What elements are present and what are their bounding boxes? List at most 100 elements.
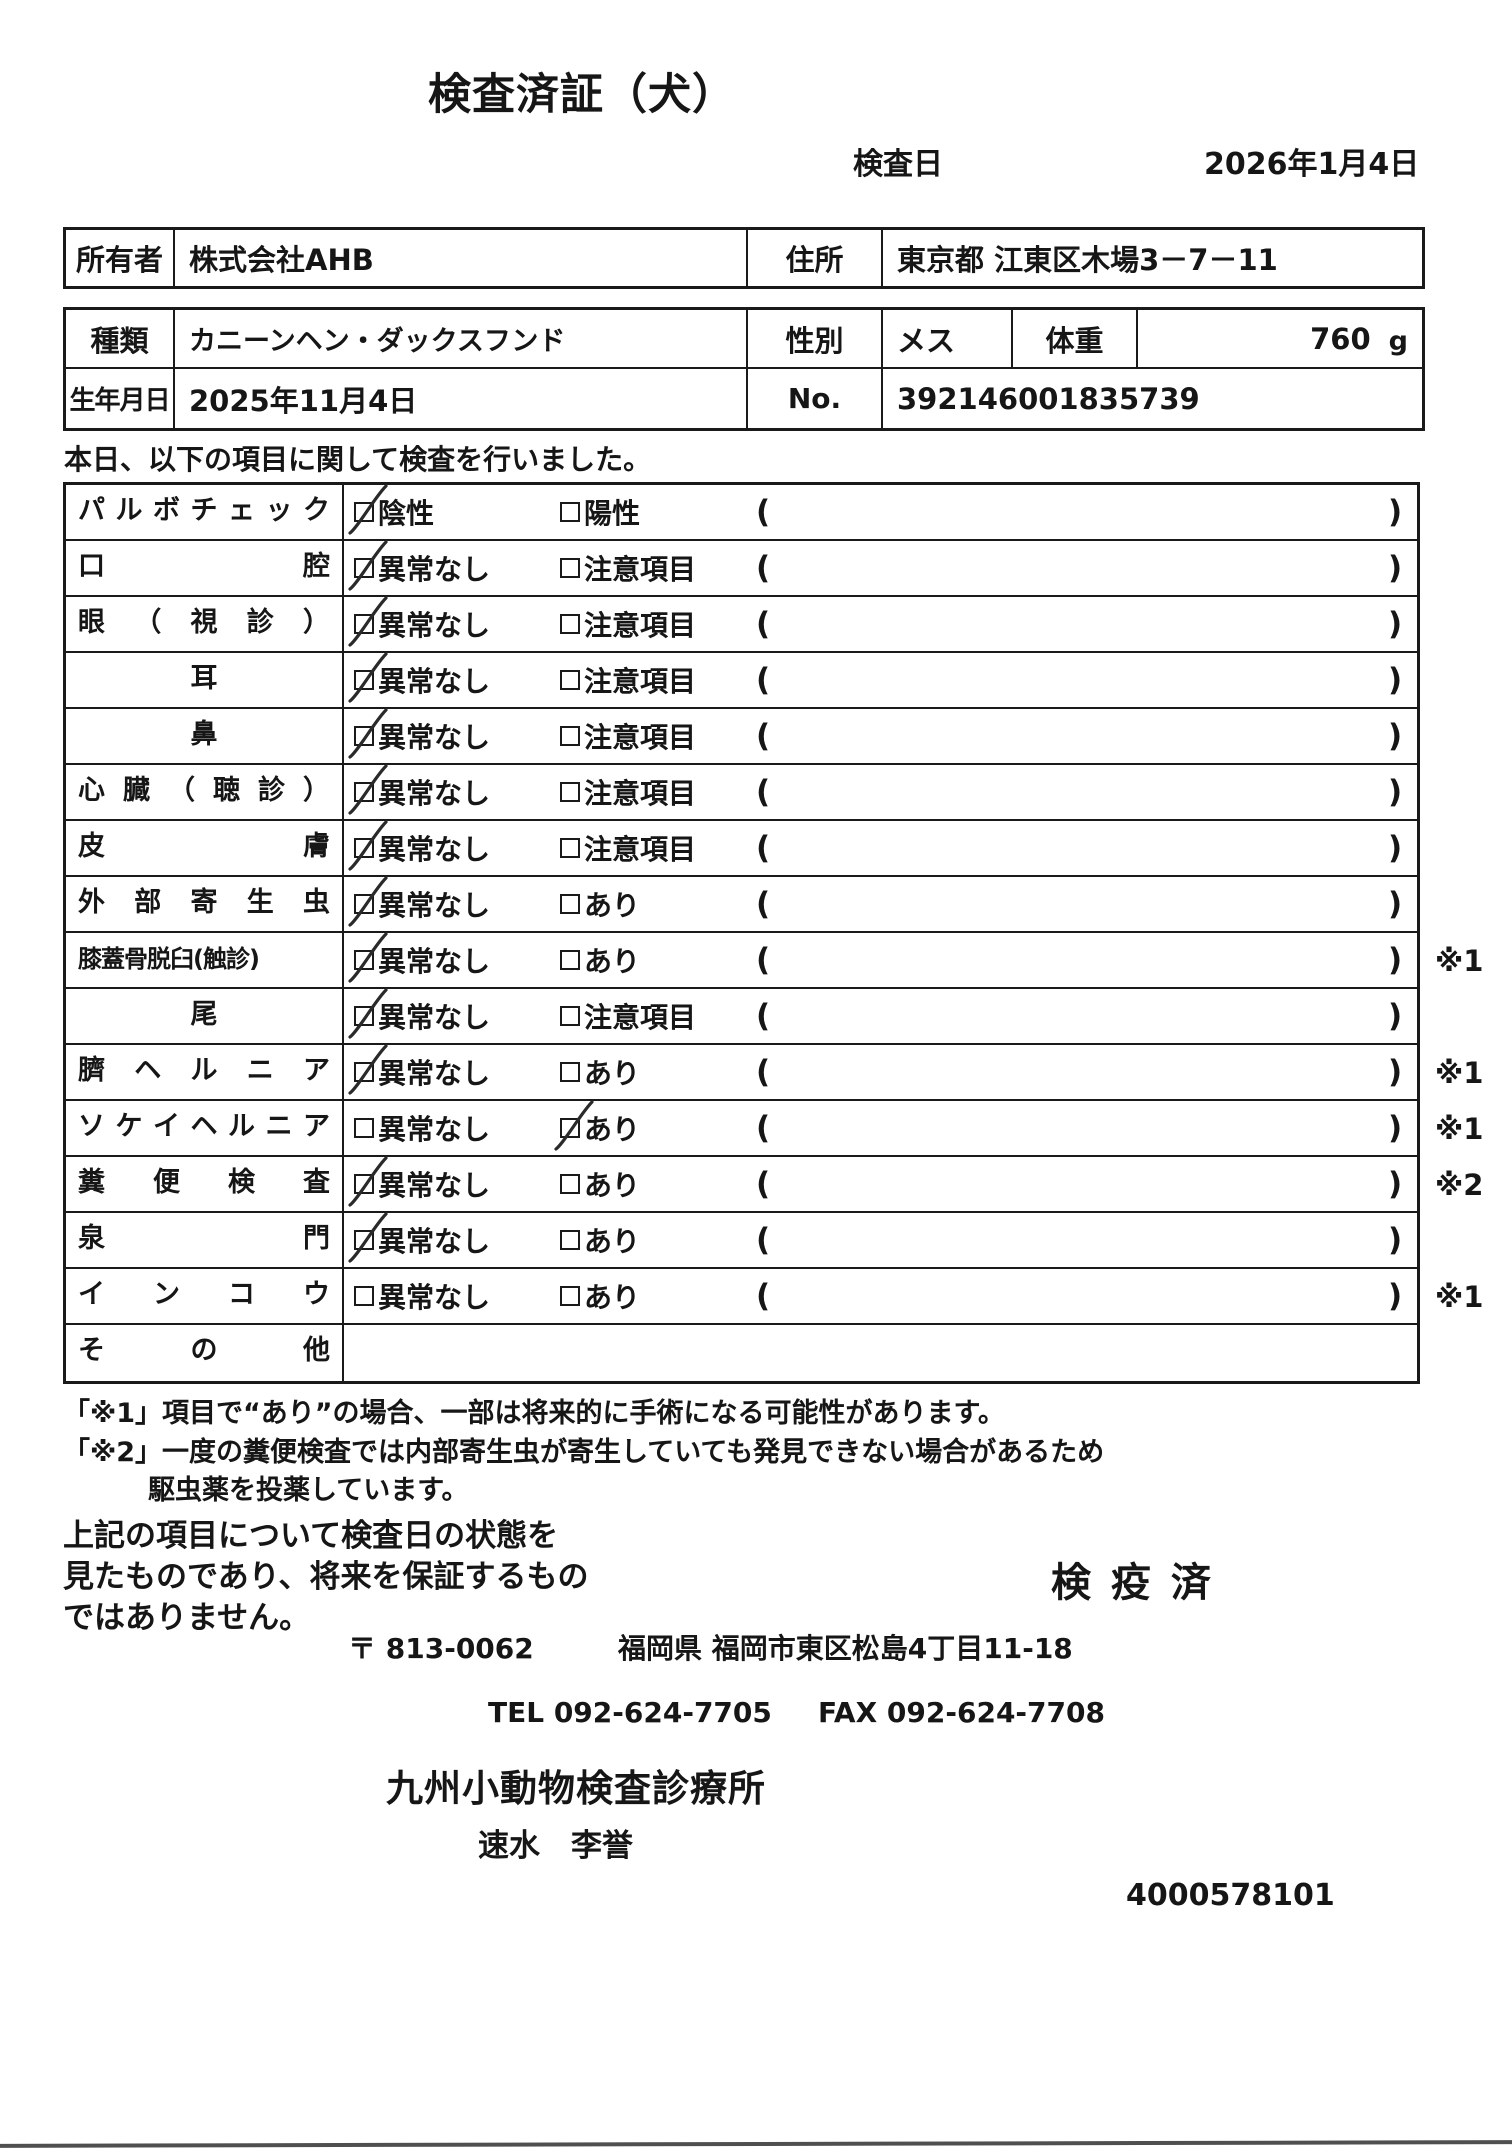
owner-name: 株式会社AHB bbox=[175, 230, 748, 286]
check-mark-icon bbox=[348, 596, 388, 647]
birthdate-value: 2025年11月4日 bbox=[175, 369, 748, 428]
row-cryptorchidism: イ ン コ ウ 異常なし あり ( ) ※1 bbox=[66, 1269, 1483, 1325]
check-mark-icon bbox=[348, 1044, 388, 1095]
open-paren: ( bbox=[756, 942, 771, 978]
close-paren: ) bbox=[1388, 1222, 1403, 1258]
owner-table: 所有者 株式会社AHB 住所 東京都 江東区木場3－7－11 bbox=[63, 227, 1425, 289]
option-1: 異常なし bbox=[354, 1269, 490, 1323]
inspection-date-value: 2026年1月4日 bbox=[1204, 147, 1420, 182]
footnote-ref: ※1 bbox=[1435, 1056, 1484, 1090]
check-mark-icon bbox=[348, 1212, 388, 1263]
checkbox bbox=[560, 1286, 580, 1306]
footnote-1: 「※1」項目で“あり”の場合、一部は将来的に手術になる可能性があります。 bbox=[63, 1398, 1005, 1429]
check-mark-icon bbox=[348, 820, 388, 871]
open-paren: ( bbox=[756, 494, 771, 530]
option-2-label: 注意項目 bbox=[584, 665, 697, 698]
option-2-label: あり bbox=[584, 1225, 641, 1258]
exam-item-label: 鼻 bbox=[66, 709, 344, 763]
row-other: そ の 他 bbox=[66, 1325, 1417, 1381]
checkbox bbox=[560, 1062, 580, 1082]
exam-item-label: 臍 ヘ ル ニ ア bbox=[66, 1045, 344, 1099]
option-1-label: 異常なし bbox=[378, 721, 491, 754]
option-2: あり bbox=[560, 933, 640, 987]
checkbox bbox=[560, 894, 580, 914]
exam-item-label: 眼 （ 視 診 ） bbox=[66, 597, 344, 651]
checkbox bbox=[560, 950, 580, 970]
checkbox bbox=[348, 932, 388, 983]
open-paren: ( bbox=[756, 886, 771, 922]
checkbox bbox=[560, 838, 580, 858]
open-paren: ( bbox=[756, 606, 771, 642]
option-2-label: 注意項目 bbox=[584, 1001, 697, 1034]
exam-item-label: 皮 膚 bbox=[66, 821, 344, 875]
exam-item-label: そ の 他 bbox=[66, 1325, 344, 1381]
option-2-label: 注意項目 bbox=[584, 553, 697, 586]
option-2: あり bbox=[554, 1100, 641, 1155]
option-1: 異常なし bbox=[348, 1044, 491, 1099]
clinic-name: 九州小動物検査診療所 bbox=[386, 1767, 766, 1810]
close-paren: ) bbox=[1388, 1278, 1403, 1314]
option-2: あり bbox=[560, 1213, 640, 1267]
scan-edge-line bbox=[0, 2140, 1512, 2148]
inspection-date-label: 検査日 bbox=[853, 147, 943, 182]
clinic-fax: FAX 092-624-7708 bbox=[818, 1696, 1105, 1729]
checkbox bbox=[348, 540, 388, 591]
exam-item-label: 耳 bbox=[66, 653, 344, 707]
check-mark-icon bbox=[554, 1100, 594, 1151]
option-1: 異常なし bbox=[348, 708, 491, 763]
open-paren: ( bbox=[756, 1278, 771, 1314]
checkbox bbox=[348, 1156, 388, 1207]
type-value: カニーンヘン・ダックスフンド bbox=[175, 310, 748, 367]
checkbox bbox=[348, 876, 388, 927]
open-paren: ( bbox=[756, 1110, 771, 1146]
weight-unit: g bbox=[1388, 326, 1408, 357]
close-paren: ) bbox=[1388, 718, 1403, 754]
option-1-label: 異常なし bbox=[378, 1057, 491, 1090]
exam-item-label: イ ン コ ウ bbox=[66, 1269, 344, 1323]
checkbox bbox=[348, 652, 388, 703]
check-mark-icon bbox=[348, 932, 388, 983]
checkbox bbox=[560, 782, 580, 802]
option-1: 異常なし bbox=[348, 1212, 490, 1267]
clinic-address: 福岡県 福岡市東区松島4丁目11-18 bbox=[618, 1632, 1073, 1665]
option-1-label: 異常なし bbox=[378, 665, 491, 698]
row-fontanelle: 泉 門 異常なし あり ( ) bbox=[66, 1212, 1417, 1269]
option-1: 異常なし bbox=[348, 932, 490, 987]
exam-item-label: 膝蓋骨脱臼(触診) bbox=[66, 933, 344, 987]
option-2: 注意項目 bbox=[560, 821, 696, 875]
owner-label: 所有者 bbox=[66, 230, 175, 286]
checkbox bbox=[348, 988, 388, 1039]
option-1-label: 異常なし bbox=[378, 1169, 491, 1202]
option-2-label: 注意項目 bbox=[584, 721, 697, 754]
close-paren: ) bbox=[1388, 606, 1403, 642]
exam-item-label: 心 臓 （ 聴 診 ） bbox=[66, 765, 344, 819]
checkbox bbox=[348, 1212, 388, 1263]
option-2: 注意項目 bbox=[560, 541, 696, 595]
close-paren: ) bbox=[1388, 1166, 1403, 1202]
sex-label: 性別 bbox=[748, 310, 883, 367]
option-1-label: 異常なし bbox=[378, 1001, 491, 1034]
check-mark-icon bbox=[348, 540, 388, 591]
open-paren: ( bbox=[756, 1166, 771, 1202]
open-paren: ( bbox=[756, 662, 771, 698]
veterinarian-name: 速水 李誉 bbox=[478, 1828, 633, 1864]
close-paren: ) bbox=[1388, 494, 1403, 530]
sex-value: メス bbox=[883, 310, 1013, 367]
option-2-label: あり bbox=[584, 1113, 641, 1146]
checkbox bbox=[560, 1006, 580, 1026]
checkbox bbox=[554, 1100, 594, 1151]
pet-table: 種類 カニーンヘン・ダックスフンド 性別 メス 体重 760 g 生年月日 20… bbox=[63, 307, 1425, 431]
close-paren: ) bbox=[1388, 830, 1403, 866]
row-nose: 鼻 異常なし 注意項目 ( ) bbox=[66, 708, 1417, 765]
row-inguinal-hernia: ソ ケ イ ヘ ル ニ ア 異常なし あり ( ) ※1 bbox=[66, 1100, 1483, 1157]
row-fecal-exam: 糞 便 検 査 異常なし あり ( ) ※2 bbox=[66, 1156, 1483, 1213]
row-ears: 耳 異常なし 注意項目 ( ) bbox=[66, 652, 1417, 709]
owner-address: 東京都 江東区木場3－7－11 bbox=[897, 243, 1278, 277]
checkbox bbox=[348, 596, 388, 647]
option-1: 異常なし bbox=[348, 764, 490, 819]
checkbox bbox=[348, 484, 388, 535]
open-paren: ( bbox=[756, 550, 771, 586]
option-2-label: 注意項目 bbox=[584, 777, 697, 810]
open-paren: ( bbox=[756, 998, 771, 1034]
